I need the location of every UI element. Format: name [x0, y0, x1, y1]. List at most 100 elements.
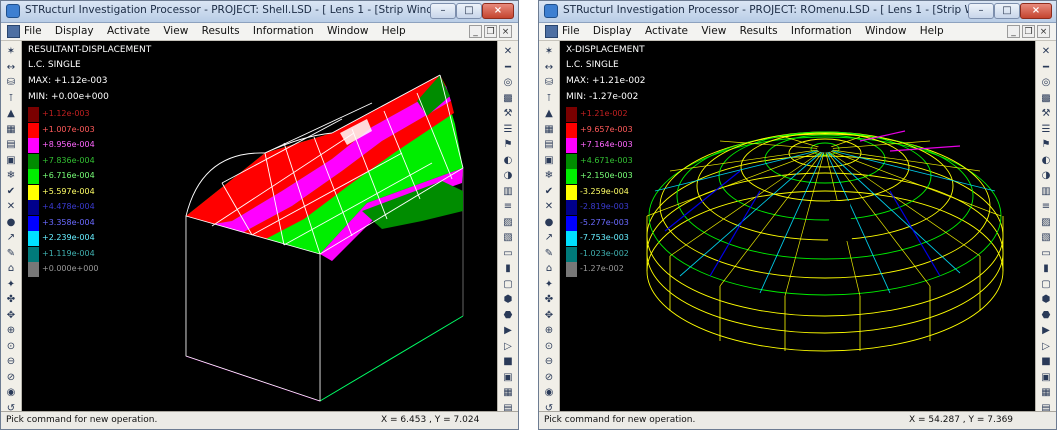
menu-view[interactable]: View [701, 25, 727, 37]
child-minimize-button[interactable]: _ [469, 25, 482, 38]
toolbar-tool-icon[interactable]: ◑ [503, 170, 513, 181]
menu-window[interactable]: Window [327, 25, 369, 37]
menu-information[interactable]: Information [790, 25, 852, 37]
toolbar-tool-icon[interactable]: ⬣ [1041, 309, 1051, 321]
toolbar-tool-icon[interactable]: ⊙ [544, 340, 554, 352]
toolbar-tool-icon[interactable]: ⊖ [544, 356, 554, 367]
toolbar-tool-icon[interactable]: ✶ [544, 46, 554, 57]
toolbar-tool-icon[interactable]: ✦ [544, 278, 554, 290]
toolbar-tool-icon[interactable]: ▦ [1041, 387, 1051, 398]
menu-display[interactable]: Display [592, 25, 632, 37]
toolbar-tool-icon[interactable]: ↗ [544, 232, 554, 243]
toolbar-tool-icon[interactable]: ⚑ [1041, 139, 1051, 150]
toolbar-tool-icon[interactable]: ▭ [1041, 247, 1051, 259]
toolbar-tool-icon[interactable]: ▣ [6, 154, 16, 166]
menu-file[interactable]: File [24, 25, 42, 37]
toolbar-tool-icon[interactable]: ● [544, 216, 554, 228]
toolbar-tool-icon[interactable]: ▣ [1041, 371, 1051, 383]
toolbar-tool-icon[interactable]: ━ [504, 61, 512, 73]
toolbar-tool-icon[interactable]: ↺ [544, 402, 554, 414]
toolbar-tool-icon[interactable]: ☰ [503, 123, 513, 135]
toolbar-tool-icon[interactable]: ■ [503, 356, 513, 367]
toolbar-tool-icon[interactable]: ◉ [6, 387, 16, 398]
maximize-button[interactable]: □ [456, 3, 482, 19]
toolbar-tool-icon[interactable]: ⚒ [503, 108, 513, 119]
child-restore-button[interactable]: ❒ [1022, 25, 1035, 38]
toolbar-tool-icon[interactable]: ▩ [503, 92, 513, 104]
toolbar-tool-icon[interactable]: ⊘ [544, 371, 554, 383]
toolbar-tool-icon[interactable]: ≡ [503, 201, 513, 212]
toolbar-tool-icon[interactable]: ⬣ [503, 309, 513, 321]
toolbar-tool-icon[interactable]: ⚑ [503, 139, 513, 150]
toolbar-tool-icon[interactable]: ▩ [1041, 92, 1051, 104]
toolbar-tool-icon[interactable]: ▭ [503, 247, 513, 259]
toolbar-tool-icon[interactable]: ⊕ [544, 325, 554, 336]
menu-activate[interactable]: Activate [644, 25, 689, 37]
toolbar-tool-icon[interactable]: ↔ [6, 61, 16, 73]
menu-activate[interactable]: Activate [106, 25, 151, 37]
minimize-button[interactable]: – [430, 3, 456, 19]
toolbar-tool-icon[interactable]: ▲ [7, 108, 15, 119]
toolbar-tool-icon[interactable]: ✦ [6, 278, 16, 290]
toolbar-tool-icon[interactable]: ⌂ [7, 263, 15, 274]
menu-view[interactable]: View [163, 25, 189, 37]
toolbar-tool-icon[interactable]: ◎ [503, 77, 513, 88]
toolbar-tool-icon[interactable]: ▷ [1042, 340, 1050, 352]
toolbar-tool-icon[interactable]: ◐ [1041, 154, 1051, 166]
menu-window[interactable]: Window [865, 25, 907, 37]
toolbar-tool-icon[interactable]: ■ [1041, 356, 1051, 367]
toolbar-tool-icon[interactable]: ▶ [1042, 325, 1050, 336]
toolbar-tool-icon[interactable]: ▮ [505, 263, 511, 274]
toolbar-tool-icon[interactable]: ✤ [6, 294, 16, 305]
child-close-button[interactable]: × [499, 25, 512, 38]
toolbar-tool-icon[interactable]: ▧ [1041, 232, 1051, 243]
toolbar-tool-icon[interactable]: ⊙ [6, 340, 16, 352]
toolbar-tool-icon[interactable]: ◑ [1041, 170, 1051, 181]
toolbar-tool-icon[interactable]: ▥ [1041, 185, 1051, 197]
menu-help[interactable]: Help [381, 25, 406, 37]
maximize-button[interactable]: □ [994, 3, 1020, 19]
toolbar-tool-icon[interactable]: ⬢ [503, 294, 513, 305]
toolbar-tool-icon[interactable]: ▶ [504, 325, 512, 336]
title-bar[interactable]: STRucturl Investigation Processor - PROJ… [539, 1, 1056, 23]
toolbar-tool-icon[interactable]: ↔ [544, 61, 554, 73]
model-viewport[interactable] [560, 41, 1035, 411]
toolbar-tool-icon[interactable]: ▢ [1041, 278, 1051, 290]
toolbar-tool-icon[interactable]: ▧ [503, 232, 513, 243]
toolbar-tool-icon[interactable]: ◉ [544, 387, 554, 398]
toolbar-tool-icon[interactable]: ● [6, 216, 16, 228]
toolbar-tool-icon[interactable]: ▤ [1041, 402, 1051, 414]
toolbar-tool-icon[interactable]: ✎ [544, 247, 554, 259]
toolbar-tool-icon[interactable]: ✕ [544, 201, 554, 212]
toolbar-tool-icon[interactable]: ☰ [1041, 123, 1051, 135]
toolbar-tool-icon[interactable]: ❄ [544, 170, 554, 181]
toolbar-tool-icon[interactable]: ✕ [6, 201, 16, 212]
minimize-button[interactable]: – [968, 3, 994, 19]
toolbar-tool-icon[interactable]: ▦ [503, 387, 513, 398]
toolbar-tool-icon[interactable]: ⊺ [8, 92, 14, 104]
toolbar-tool-icon[interactable]: ▤ [6, 139, 16, 150]
toolbar-tool-icon[interactable]: ▣ [544, 154, 554, 166]
toolbar-tool-icon[interactable]: ⊖ [6, 356, 16, 367]
toolbar-tool-icon[interactable]: ⛁ [544, 77, 554, 88]
toolbar-tool-icon[interactable]: ▤ [503, 402, 513, 414]
toolbar-tool-icon[interactable]: ⌂ [545, 263, 553, 274]
toolbar-tool-icon[interactable]: ▲ [545, 108, 553, 119]
toolbar-tool-icon[interactable]: ✶ [6, 46, 16, 57]
toolbar-tool-icon[interactable]: ▤ [544, 139, 554, 150]
toolbar-tool-icon[interactable]: ⊘ [6, 371, 16, 383]
toolbar-tool-icon[interactable]: ✔ [6, 185, 16, 197]
child-close-button[interactable]: × [1037, 25, 1050, 38]
toolbar-tool-icon[interactable]: ◐ [503, 154, 513, 166]
toolbar-tool-icon[interactable]: ▷ [504, 340, 512, 352]
close-button[interactable]: × [482, 3, 514, 19]
toolbar-tool-icon[interactable]: ▦ [6, 123, 16, 135]
menu-results[interactable]: Results [739, 25, 778, 37]
toolbar-tool-icon[interactable]: ◎ [1041, 77, 1051, 88]
child-minimize-button[interactable]: _ [1007, 25, 1020, 38]
title-bar[interactable]: STRucturl Investigation Processor - PROJ… [1, 1, 518, 23]
toolbar-tool-icon[interactable]: ✥ [544, 309, 554, 321]
menu-help[interactable]: Help [919, 25, 944, 37]
toolbar-tool-icon[interactable]: ≡ [1041, 201, 1051, 212]
menu-results[interactable]: Results [201, 25, 240, 37]
